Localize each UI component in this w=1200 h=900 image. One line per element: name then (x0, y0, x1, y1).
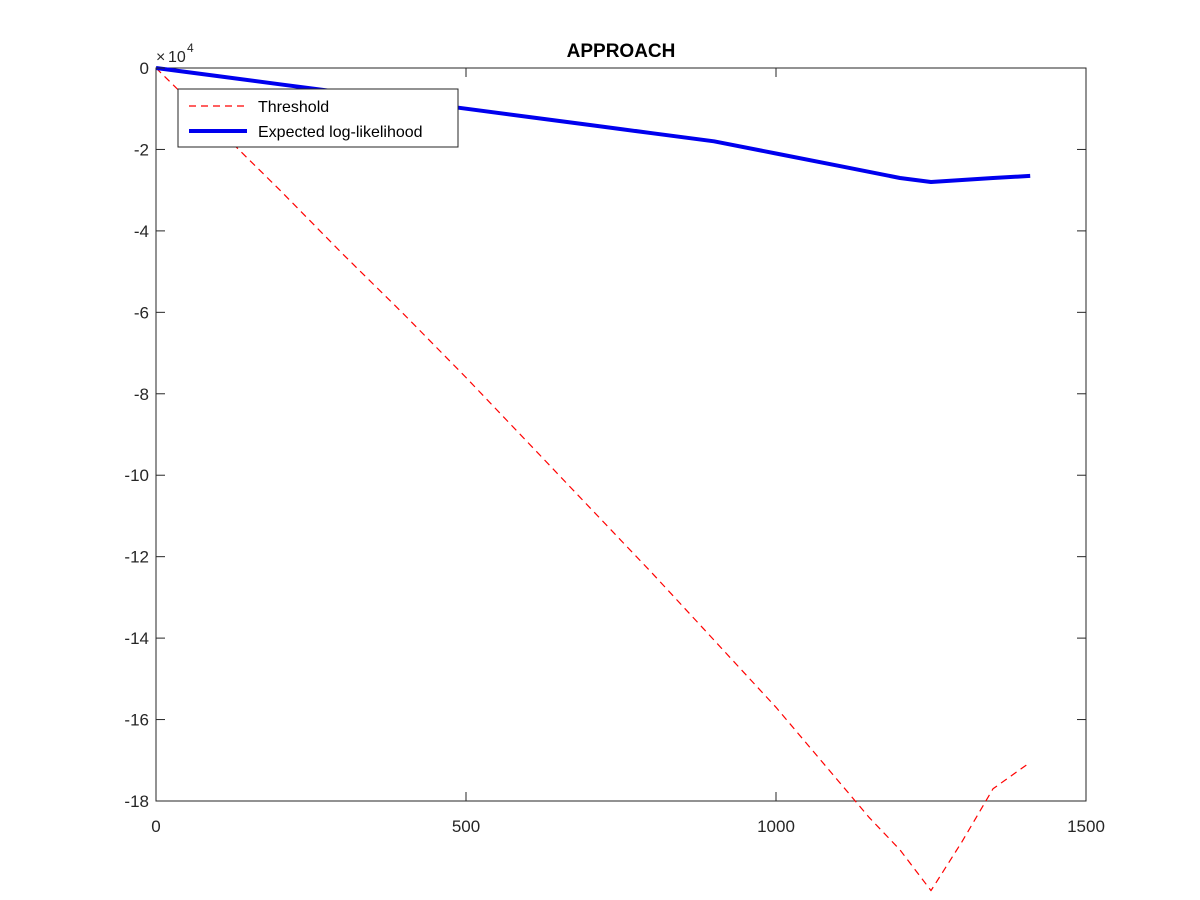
ticks-layer: 0 500 1000 1500 0 -2 -4 -6 -8 -10 -12 -14 -16 -18 (124, 59, 1104, 836)
y-tick-label: 0 (140, 59, 149, 78)
y-multiplier-exponent: 4 (187, 41, 194, 55)
x-tick-label: 0 (151, 817, 160, 836)
y-tick-label: -8 (134, 385, 149, 404)
y-tick-label: -10 (124, 466, 149, 485)
y-tick-label: -6 (134, 303, 149, 322)
chart-title: APPROACH (567, 41, 676, 62)
y-multiplier-times: × (156, 49, 165, 66)
series-line-threshold (155, 67, 1031, 892)
legend-label-threshold: Threshold (258, 99, 329, 116)
plot-area (155, 67, 1087, 802)
y-multiplier-base: 10 (168, 49, 186, 66)
x-tick-label: 500 (452, 817, 480, 836)
legend-label-expected-log-likelihood: Expected log-likelihood (258, 124, 423, 141)
y-tick-label: -2 (134, 140, 149, 159)
x-tick-label: 1500 (1067, 817, 1105, 836)
y-tick-label: -16 (124, 711, 149, 730)
y-multiplier: × 10 4 (156, 41, 194, 66)
legend-box (177, 88, 459, 148)
x-tick-label: 1000 (757, 817, 795, 836)
legend: Threshold Expected log-likelihood (177, 88, 459, 148)
y-tick-label: -4 (134, 222, 149, 241)
y-tick-label: -18 (124, 792, 149, 811)
y-tick-label: -14 (124, 629, 149, 648)
y-tick-label: -12 (124, 548, 149, 567)
